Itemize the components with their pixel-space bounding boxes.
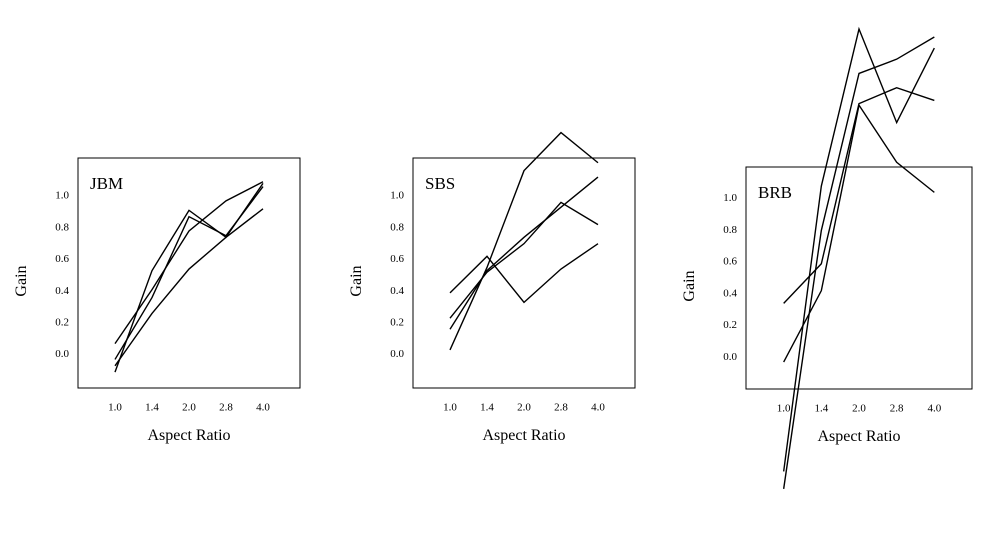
y-axis-label: Gain [13,265,30,296]
x-tick-label: 2.0 [852,403,866,415]
y-tick-label: 0.8 [723,224,737,236]
y-tick-label: 0.4 [55,285,69,297]
x-tick-label: 2.8 [219,402,233,414]
x-axis-label: Aspect Ratio [817,428,900,445]
x-tick-label: 1.0 [443,402,457,414]
series-line [114,181,264,344]
series-line [449,201,599,319]
x-tick-label: 1.4 [145,402,159,414]
y-tick-label: 0.2 [55,316,69,328]
panel-title: BRB [758,183,792,202]
series-line [114,182,264,373]
series-line [449,176,599,330]
y-axis-label: Gain [681,270,698,301]
series-line [449,131,599,351]
y-axis-label: Gain [348,265,365,296]
y-tick-label: 1.0 [55,190,69,202]
x-tick-label: 4.0 [591,402,605,414]
series-line [114,208,264,367]
series-line [782,26,935,472]
y-tick-label: 1.0 [723,192,737,204]
y-tick-label: 0.6 [55,253,69,265]
x-tick-label: 4.0 [927,403,941,415]
panel-title: SBS [425,174,455,193]
y-tick-label: 0.4 [390,285,404,297]
x-tick-label: 1.4 [480,402,494,414]
x-tick-label: 4.0 [256,402,270,414]
x-tick-label: 1.4 [814,403,828,415]
series-line [783,103,935,363]
plot-frame [412,157,636,389]
y-tick-label: 0.4 [723,287,737,299]
x-axis-label: Aspect Ratio [482,427,565,444]
x-tick-label: 2.0 [517,402,531,414]
x-tick-label: 2.0 [182,402,196,414]
y-tick-label: 1.0 [390,190,404,202]
y-tick-label: 0.0 [390,348,404,360]
plot-frame [77,157,301,389]
y-tick-label: 0.6 [723,256,737,268]
x-tick-label: 1.0 [108,402,122,414]
x-tick-label: 1.0 [777,403,791,415]
y-tick-label: 0.2 [390,316,404,328]
y-tick-label: 0.0 [723,351,737,363]
series-line [114,186,264,360]
y-tick-label: 0.8 [390,221,404,233]
y-tick-label: 0.8 [55,221,69,233]
x-axis-label: Aspect Ratio [147,427,230,444]
y-tick-label: 0.2 [723,319,737,331]
x-tick-label: 2.8 [554,402,568,414]
series-line [783,86,935,304]
y-tick-label: 0.6 [390,253,404,265]
panel-title: JBM [90,174,123,193]
series-line [782,36,935,490]
y-tick-label: 0.0 [55,348,69,360]
series-line [449,243,599,304]
plot-frame [745,166,973,390]
x-tick-label: 2.8 [890,403,904,415]
